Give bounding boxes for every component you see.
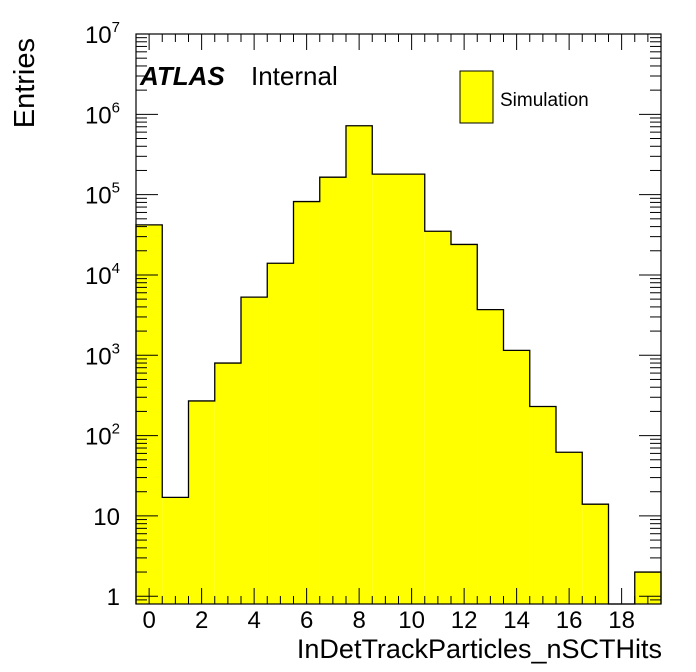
histogram-bar (346, 125, 373, 605)
x-tick-label: 14 (503, 607, 530, 634)
histogram-bar (424, 231, 451, 605)
atlas-label: ATLAS (139, 61, 225, 91)
legend-entry-simulation: Simulation (500, 90, 589, 111)
x-tick-label: 8 (352, 607, 365, 634)
y-tick-label: 103 (85, 340, 120, 370)
histogram-bar (267, 263, 294, 604)
histogram-bar (214, 363, 241, 604)
histogram-bar (319, 177, 346, 604)
x-tick-label: 18 (608, 607, 635, 634)
y-tick-label: 1 (107, 584, 120, 611)
x-tick-label: 12 (451, 607, 478, 634)
y-tick-label: 105 (85, 180, 120, 210)
histogram-bars (135, 125, 662, 605)
x-axis-label: InDetTrackParticles_nSCTHits (297, 634, 662, 664)
histogram-bar (372, 174, 399, 604)
x-tick-label: 10 (398, 607, 425, 634)
histogram-bar (293, 201, 320, 604)
y-tick-label: 106 (85, 99, 120, 129)
histogram-bar (503, 350, 530, 604)
x-tick-labels: 0 2 4 6 8 10 12 14 16 18 (142, 607, 635, 634)
x-tick-label: 16 (556, 607, 583, 634)
histogram-bar (241, 297, 268, 604)
atlas-internal-label: Internal (251, 61, 338, 91)
legend-swatch (459, 70, 494, 124)
y-axis-label: Entries (9, 38, 41, 128)
axis-ticks (136, 33, 661, 605)
x-tick-label: 6 (300, 607, 313, 634)
x-tick-label: 4 (247, 607, 260, 634)
histogram-bar (556, 452, 583, 604)
y-tick-label: 10 (93, 504, 120, 531)
y-tick-label: 102 (85, 421, 120, 451)
legend: Simulation (459, 70, 589, 124)
histogram-bar (477, 309, 504, 604)
histogram-bar (188, 400, 215, 604)
y-tick-label: 107 (85, 19, 120, 49)
histogram-outline (135, 125, 662, 605)
histogram-bar (398, 174, 425, 604)
histogram-bar (529, 406, 556, 604)
histogram-bar (162, 497, 189, 604)
histogram-bar (136, 224, 163, 604)
x-tick-label: 0 (142, 607, 155, 634)
y-tick-label: 104 (85, 260, 120, 290)
y-tick-labels: 1 10 102 103 104 105 106 107 (85, 19, 120, 611)
histogram-bar (451, 244, 478, 604)
histogram-bar (582, 504, 609, 604)
x-tick-label: 2 (195, 607, 208, 634)
